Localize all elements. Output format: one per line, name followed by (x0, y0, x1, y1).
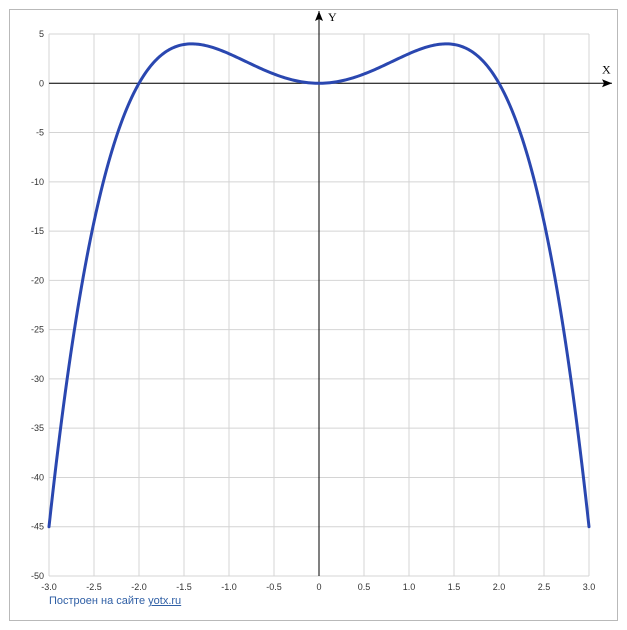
x-tick-labels: -3.0 -2.5 -2.0 -1.5 -1.0 -0.5 0 0.5 1.0 1.5 2.0 2.5… (41, 582, 595, 592)
y-tick-label: -35 (31, 423, 44, 433)
x-tick-label: -1.5 (176, 582, 192, 592)
x-axis-arrow (602, 79, 612, 88)
y-axis-arrow (315, 11, 323, 21)
x-tick-label: 1.5 (448, 582, 461, 592)
x-tick-label: 3.0 (583, 582, 596, 592)
y-tick-label: -25 (31, 325, 44, 335)
y-tick-label: -15 (31, 226, 44, 236)
y-tick-label: -20 (31, 275, 44, 285)
x-tick-label: -2.0 (131, 582, 147, 592)
x-tick-label: 2.5 (538, 582, 551, 592)
y-tick-label: -45 (31, 522, 44, 532)
footer-credit: Построен на сайте yotx.ru (49, 595, 181, 607)
x-tick-label: 1.0 (403, 582, 416, 592)
y-tick-labels: 5 0 -5 -10 -15 -20 -25 -30 -35 -40 -45 -50 (31, 29, 44, 581)
y-axis-label: Y (328, 10, 337, 24)
x-tick-label: -1.0 (221, 582, 237, 592)
x-tick-label: -3.0 (41, 582, 57, 592)
x-axis-label: X (602, 62, 611, 76)
x-tick-label: -2.5 (86, 582, 102, 592)
y-tick-label: -30 (31, 374, 44, 384)
x-tick-label: 0 (316, 582, 321, 592)
y-tick-label: -10 (31, 177, 44, 187)
function-curve (47, 42, 591, 529)
chart-frame (9, 9, 618, 621)
footer-link[interactable]: yotx.ru (148, 595, 182, 607)
y-tick-label: 5 (39, 29, 44, 39)
footer-text: Построен на сайте (49, 595, 146, 607)
x-tick-label: 2.0 (493, 582, 506, 592)
x-tick-label: 0.5 (358, 582, 371, 592)
y-tick-label: -50 (31, 571, 44, 581)
x-tick-label: -0.5 (266, 582, 282, 592)
y-tick-label: -5 (36, 128, 44, 138)
y-tick-label: -40 (31, 472, 44, 482)
y-tick-label: 0 (39, 78, 44, 88)
